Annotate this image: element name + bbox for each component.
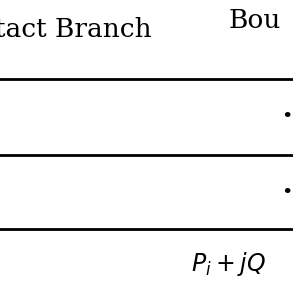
- Text: •: •: [282, 184, 293, 202]
- Text: $P_i+jQ$: $P_i+jQ$: [191, 250, 266, 278]
- Text: •: •: [282, 108, 293, 126]
- Text: Bou: Bou: [229, 8, 281, 33]
- Text: ntact Branch: ntact Branch: [0, 17, 151, 42]
